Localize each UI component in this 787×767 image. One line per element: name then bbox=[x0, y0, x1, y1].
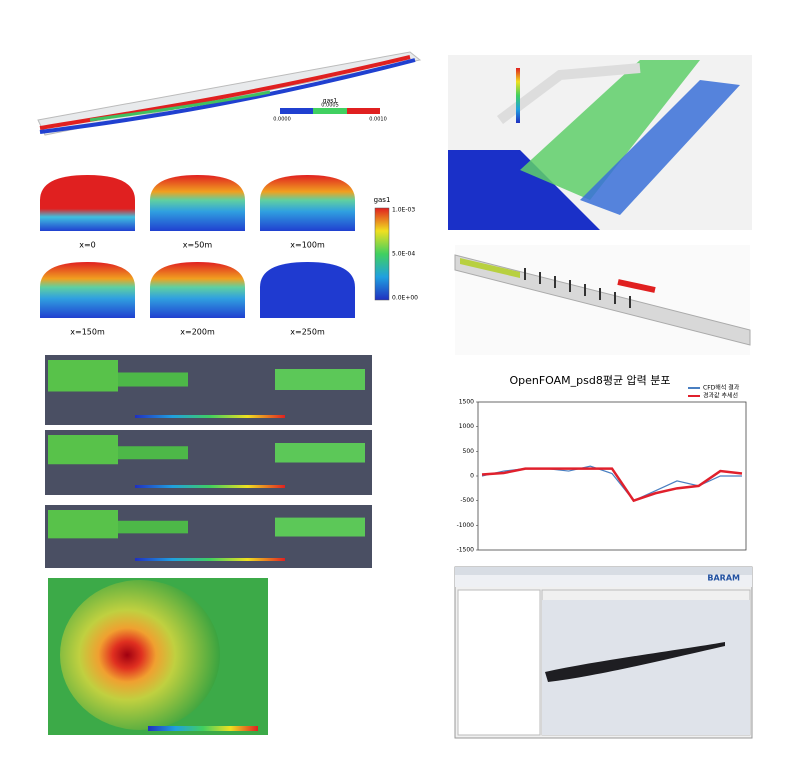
section-label: x=150m bbox=[70, 328, 105, 337]
legend-label: CFD해석 결과 bbox=[703, 384, 740, 392]
colorbar-tick: 1.0E-03 bbox=[392, 207, 415, 214]
pressure-chart: OpenFOAM_psd8평균 압력 분포 1500 1000 500 0 -500 -1… bbox=[457, 374, 747, 554]
cross-sections: x=0 x=50m x=100m x=150m x=200m x=250m bbox=[40, 175, 355, 337]
contour-render bbox=[48, 578, 268, 735]
colorbar-tick: 5.0E-04 bbox=[392, 251, 415, 258]
colorbar bbox=[135, 558, 285, 561]
colorbar-tick: 0.0E+00 bbox=[392, 295, 418, 302]
tunnel-diagram bbox=[454, 245, 751, 355]
section-label: x=100m bbox=[290, 241, 325, 250]
legend-label: 경과값 추세선 bbox=[703, 392, 738, 400]
y-tick-label: -1500 bbox=[457, 547, 475, 554]
section bbox=[150, 175, 245, 231]
series-line bbox=[481, 467, 743, 503]
legend-tick: 0.0000 bbox=[273, 117, 291, 123]
tunnel-render: gas1 0.0000 0.0005 0.0010 bbox=[37, 51, 422, 136]
section-label: x=250m bbox=[290, 328, 325, 337]
section bbox=[260, 262, 355, 318]
section bbox=[260, 175, 355, 231]
app-screenshot: BARAM bbox=[454, 566, 753, 739]
shaft-render bbox=[448, 55, 752, 230]
flow bbox=[275, 517, 365, 537]
flow bbox=[48, 360, 118, 392]
flow bbox=[48, 435, 118, 465]
plot-frame bbox=[477, 401, 747, 551]
section bbox=[40, 262, 135, 318]
flow bbox=[118, 372, 188, 387]
section-label: x=50m bbox=[183, 241, 213, 250]
y-tick-label: 0 bbox=[470, 473, 474, 480]
colorbar bbox=[135, 415, 285, 418]
flow bbox=[118, 520, 188, 534]
chart-title: OpenFOAM_psd8평균 압력 분포 bbox=[509, 374, 670, 387]
section-label: x=200m bbox=[180, 328, 215, 337]
y-tick-label: -1000 bbox=[457, 522, 475, 529]
y-tick-label: 500 bbox=[463, 448, 475, 455]
section-colorbar: gas1 1.0E-03 5.0E-04 0.0E+00 bbox=[374, 196, 419, 302]
colorbar bbox=[135, 485, 285, 488]
y-tick-label: -500 bbox=[460, 497, 474, 504]
flow bbox=[275, 369, 365, 390]
y-tick-label: 1500 bbox=[459, 399, 474, 406]
flow bbox=[275, 443, 365, 463]
section bbox=[40, 175, 135, 231]
section bbox=[150, 262, 245, 318]
legend-title: gas1 bbox=[323, 98, 338, 105]
colorbar-title: gas1 bbox=[374, 196, 391, 204]
legend-tick: 0.0005 bbox=[321, 103, 339, 109]
app-brand: BARAM bbox=[707, 574, 740, 583]
flow bbox=[48, 510, 118, 539]
legend-tick: 0.0010 bbox=[369, 117, 387, 123]
y-tick-label: 1000 bbox=[459, 423, 474, 430]
flow-sections bbox=[45, 355, 372, 568]
section-label: x=0 bbox=[79, 241, 96, 250]
flow bbox=[118, 446, 188, 460]
